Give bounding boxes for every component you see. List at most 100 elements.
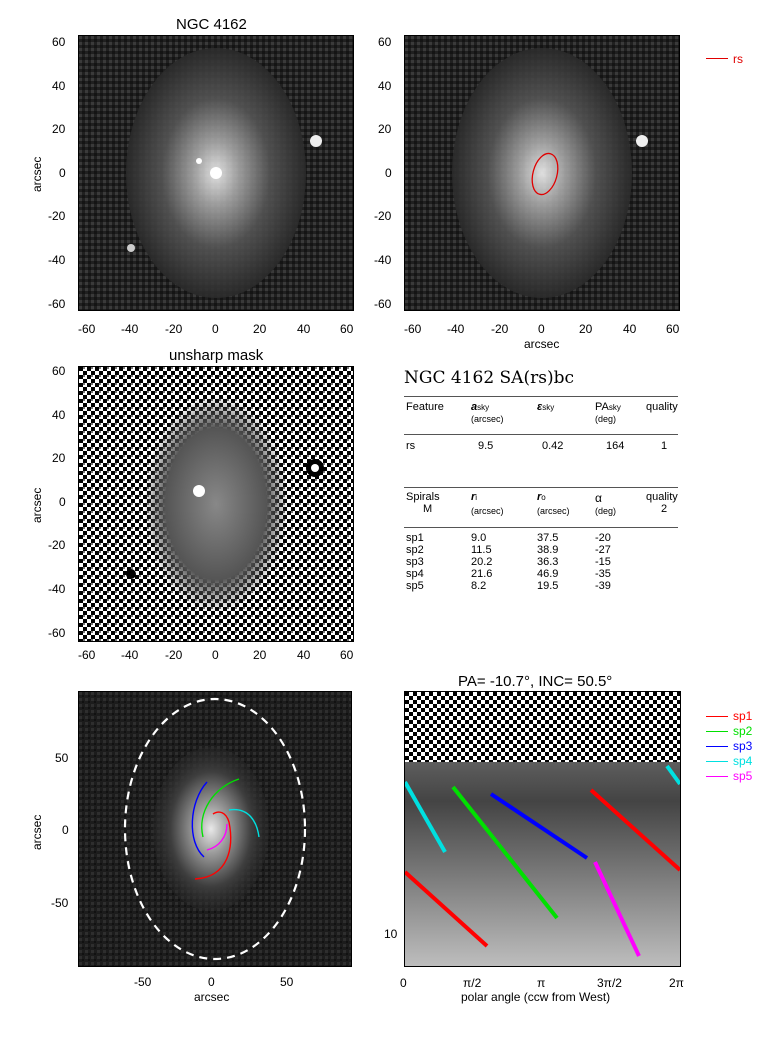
xtick: 0 [212,322,219,336]
feature-eps: 0.42 [542,440,564,452]
xtick: 60 [340,322,354,336]
sp2-legend-label: sp2 [733,724,753,738]
spiral-ri: 8.2 [471,580,487,592]
sp2-track [451,785,559,920]
feature-header-a-unit: (arcsec) [471,414,504,424]
ytick: -20 [48,209,66,223]
feature-header-pa: PAsky [595,401,621,413]
xtick: 50 [280,975,294,989]
table-heading: NGC 4162 SA(rs)bc [404,368,574,388]
xtick: 20 [253,648,267,662]
feature-header-pa-unit: (deg) [595,414,617,424]
ytick: 20 [52,122,66,136]
spiral-ri: 9.0 [471,532,487,544]
panel4-xlabel: arcsec [194,990,230,1004]
disk-ellipse [123,697,307,961]
xtick: -20 [165,648,183,662]
feature-name: rs [406,440,416,452]
xtick: -60 [78,648,96,662]
spiral-alpha: -15 [595,556,611,568]
spiral-header-alpha-unit: (deg) [595,506,617,516]
ytick: 0 [59,166,66,180]
sp3-track [489,792,589,860]
table-rule-feature [404,434,678,435]
panel2-xlabel: arcsec [524,337,560,351]
sp4-legend-line [706,761,728,762]
xtick: -60 [404,322,422,336]
spiral-name: sp5 [406,580,424,592]
ytick: -40 [48,582,66,596]
ytick: -60 [48,297,66,311]
sp1-arc [194,811,232,880]
ytick: 20 [52,451,66,465]
sp4-track [665,764,680,786]
polar-plot [404,691,681,967]
ytick: 0 [385,166,392,180]
spiral-ri: 21.6 [471,568,493,580]
galaxy-image-rs-svg [405,36,679,310]
spiral-name: sp1 [406,532,424,544]
sp5-track [593,861,641,957]
panel1-ylabel: arcsec [30,156,44,192]
ytick: 10 [384,927,398,941]
spiral-header-label: Spirals [406,491,440,503]
xtick: 40 [297,648,311,662]
spiral-fit-svg [79,692,351,966]
spiral-ro: 36.3 [537,556,559,568]
spiral-alpha: -35 [595,568,611,580]
ytick: 40 [378,79,392,93]
panel3-ylabel: arcsec [30,487,44,523]
unsharp-mask-image [78,366,354,642]
unsharp-mask-svg [79,367,353,641]
xtick: 2π [669,976,684,990]
xtick: -60 [78,322,96,336]
xtick: 60 [666,322,680,336]
ytick: 60 [52,364,66,378]
feature-header-label: Feature [406,401,444,413]
feature-header-eps: εsky [537,401,555,413]
ytick: 60 [378,35,392,49]
spiral-ri: 11.5 [471,544,492,556]
xtick: -40 [121,322,139,336]
ytick: 40 [52,408,66,422]
xtick: 0 [212,648,219,662]
spiral-header-alpha: α [595,491,602,505]
ytick: 50 [55,751,69,765]
sp3-arc [191,781,208,858]
feature-header-quality: quality [646,401,678,413]
spiral-ri: 20.2 [471,556,493,568]
sp3-legend-label: sp3 [733,739,753,753]
panel4-ylabel: arcsec [30,814,44,850]
ytick: -40 [374,253,392,267]
spiral-ro: 38.9 [537,544,559,556]
panel1-title: NGC 4162 [176,16,247,33]
table-rule-spiral-header [404,527,678,528]
galaxy-image [78,35,354,311]
xtick: 3π/2 [597,976,622,990]
ytick: 20 [378,122,392,136]
ytick: -50 [51,896,69,910]
xtick: 20 [579,322,593,336]
sp1-track [405,870,489,948]
sp5-arc [206,823,228,851]
xtick: 40 [623,322,637,336]
spiral-name: sp4 [406,568,424,580]
sp2-arc [201,778,240,838]
spiral-header-ri: ri [471,491,478,503]
sp4-legend-label: sp4 [733,754,753,768]
sp4-arc [228,808,260,838]
rs-legend-line [706,58,728,59]
panel5-title: PA= -10.7°, INC= 50.5° [458,673,613,690]
xtick: 0 [208,975,215,989]
galaxy-image-svg [79,36,353,310]
spiral-name: sp2 [406,544,424,556]
spiral-header-m: M [423,503,433,515]
spiral-header-ro-unit: (arcsec) [537,506,570,516]
panel3-title: unsharp mask [169,347,264,364]
spiral-ro: 46.9 [537,568,559,580]
ytick: -60 [48,626,66,640]
spiral-ro: 19.5 [537,580,559,592]
sp5-legend-label: sp5 [733,769,753,783]
spiral-header-ri-unit: (arcsec) [471,506,504,516]
xtick: -40 [121,648,139,662]
